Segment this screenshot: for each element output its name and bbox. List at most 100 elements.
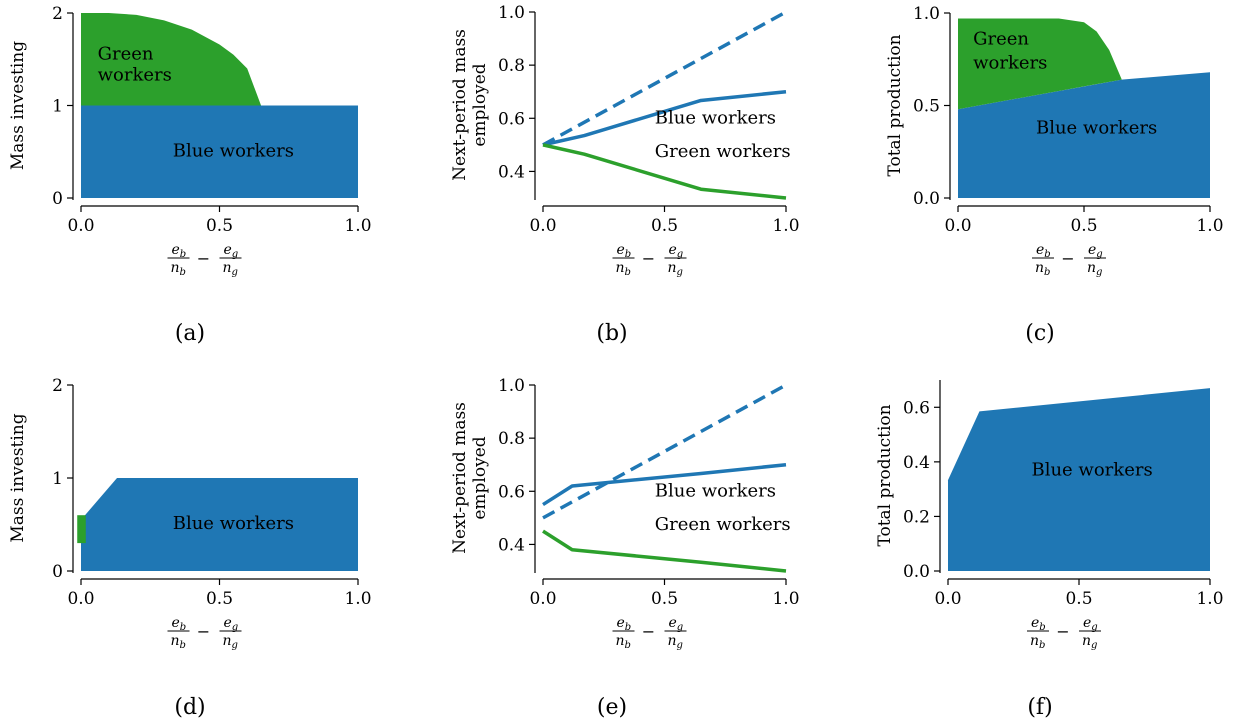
x-label-minus: − — [1056, 622, 1069, 641]
y-tick-label: 0.6 — [498, 482, 525, 502]
panel-label: (f) — [1027, 695, 1052, 720]
x-label-denominator: nb — [171, 260, 186, 278]
x-label-minus: − — [1061, 249, 1074, 268]
x-label-numerator: eg — [1088, 242, 1103, 260]
annotation-label: workers — [98, 65, 172, 86]
y-axis-label: Total production — [885, 34, 905, 176]
annotation-label: Green — [973, 28, 1029, 49]
area-green-workers — [81, 13, 358, 106]
x-label-denominator: nb — [171, 633, 186, 651]
y-tick-label: 0.8 — [498, 429, 525, 449]
x-tick-label: 0.5 — [206, 589, 233, 609]
x-label-minus: − — [642, 622, 655, 641]
x-tick-label: 0.0 — [934, 589, 961, 609]
x-label-minus: − — [197, 249, 210, 268]
x-label-numerator: eg — [224, 615, 239, 633]
y-tick-label: 0.4 — [498, 162, 525, 182]
y-tick-label: 0.5 — [913, 97, 940, 117]
annotation-label: Green — [98, 43, 154, 64]
y-tick-label: 0.6 — [903, 398, 930, 418]
annotation-label: workers — [973, 53, 1047, 74]
annotation-label: Blue workers — [173, 140, 294, 161]
x-label-denominator: nb — [1035, 260, 1050, 278]
x-label-denominator: ng — [223, 633, 238, 651]
chart-panel-5: 0.4 0.6 0.8 1.0 0.0 0.5 1.0 Next-period mass emp… — [450, 376, 800, 720]
x-tick-label: 0.5 — [651, 216, 678, 236]
x-tick-label: 0.0 — [67, 589, 94, 609]
x-label-numerator: eg — [224, 242, 239, 260]
x-tick-label: 0.5 — [206, 216, 233, 236]
y-tick-label: 1.0 — [498, 3, 525, 23]
line-blue-workers-dashed — [542, 383, 787, 520]
area-blue-workers — [948, 388, 1210, 571]
annotation-label: Green workers — [655, 141, 791, 162]
x-label-minus: − — [642, 249, 655, 268]
y-tick-label: 0.0 — [903, 562, 930, 582]
y-tick-label: 0.6 — [498, 109, 525, 129]
y-axis-label: Mass investing — [8, 41, 28, 170]
x-label-numerator: eg — [1083, 615, 1098, 633]
y-axis-label: Total production — [875, 404, 895, 546]
line-blue-workers — [542, 462, 787, 507]
annotation-label: Blue workers — [1036, 117, 1157, 138]
panel-label: (a) — [175, 321, 205, 346]
x-tick-label: 0.5 — [651, 589, 678, 609]
y-axis-label: Next-period mass — [450, 402, 470, 554]
line-green-workers — [542, 143, 787, 200]
x-label-denominator: ng — [223, 260, 238, 278]
area-blue-workers — [81, 478, 358, 571]
panel-label: (b) — [596, 321, 627, 346]
x-label-numerator: eb — [172, 242, 187, 260]
line-blue-workers-dashed — [542, 10, 787, 147]
line-blue-workers — [542, 89, 787, 147]
x-tick-label: 0.0 — [944, 216, 971, 236]
y-axis-label: Next-period mass — [450, 29, 470, 181]
x-label-denominator: ng — [1082, 633, 1097, 651]
chart-panel-2: 0.4 0.6 0.8 1.0 0.0 0.5 1.0 Next-period mass emp… — [450, 3, 800, 346]
y-tick-label: 0.4 — [903, 453, 930, 473]
x-label-denominator: ng — [668, 633, 683, 651]
x-tick-label: 1.0 — [1196, 589, 1223, 609]
y-tick-label: 1 — [52, 469, 63, 489]
x-tick-label: 1.0 — [772, 589, 799, 609]
area-blue-workers — [958, 72, 1210, 198]
panel-label: (e) — [597, 695, 627, 720]
x-label-numerator: eb — [617, 242, 632, 260]
y-tick-label: 0.0 — [913, 189, 940, 209]
x-label-denominator: nb — [616, 260, 631, 278]
x-tick-label: 0.0 — [67, 216, 94, 236]
y-tick-label: 0 — [52, 562, 63, 582]
panel-label: (d) — [174, 695, 205, 720]
y-tick-label: 0.4 — [498, 535, 525, 555]
x-label-numerator: eb — [1036, 242, 1051, 260]
annotation-label: Blue workers — [1031, 460, 1152, 481]
y-tick-label: 0.2 — [903, 507, 930, 527]
x-tick-label: 0.5 — [1070, 216, 1097, 236]
x-label-numerator: eb — [172, 615, 187, 633]
x-tick-label: 1.0 — [772, 216, 799, 236]
y-tick-label: 0.8 — [498, 56, 525, 76]
chart-panel-6: 0.0 0.2 0.4 0.6 0.0 0.5 1.0 Total production ebn… — [875, 380, 1224, 720]
y-tick-label: 1.0 — [913, 4, 940, 24]
area-green-workers — [958, 18, 1122, 110]
annotation-label: Blue workers — [655, 481, 776, 502]
y-tick-label: 1 — [52, 97, 63, 117]
area-blue-workers — [81, 105, 358, 198]
x-label-denominator: ng — [668, 260, 683, 278]
x-tick-label: 0.0 — [529, 216, 556, 236]
y-axis-label: employed — [470, 63, 490, 146]
x-label-numerator: eb — [617, 615, 632, 633]
x-tick-label: 0.5 — [1065, 589, 1092, 609]
x-label-denominator: nb — [1030, 633, 1045, 651]
x-label-numerator: eg — [669, 615, 684, 633]
x-label-numerator: eg — [669, 242, 684, 260]
